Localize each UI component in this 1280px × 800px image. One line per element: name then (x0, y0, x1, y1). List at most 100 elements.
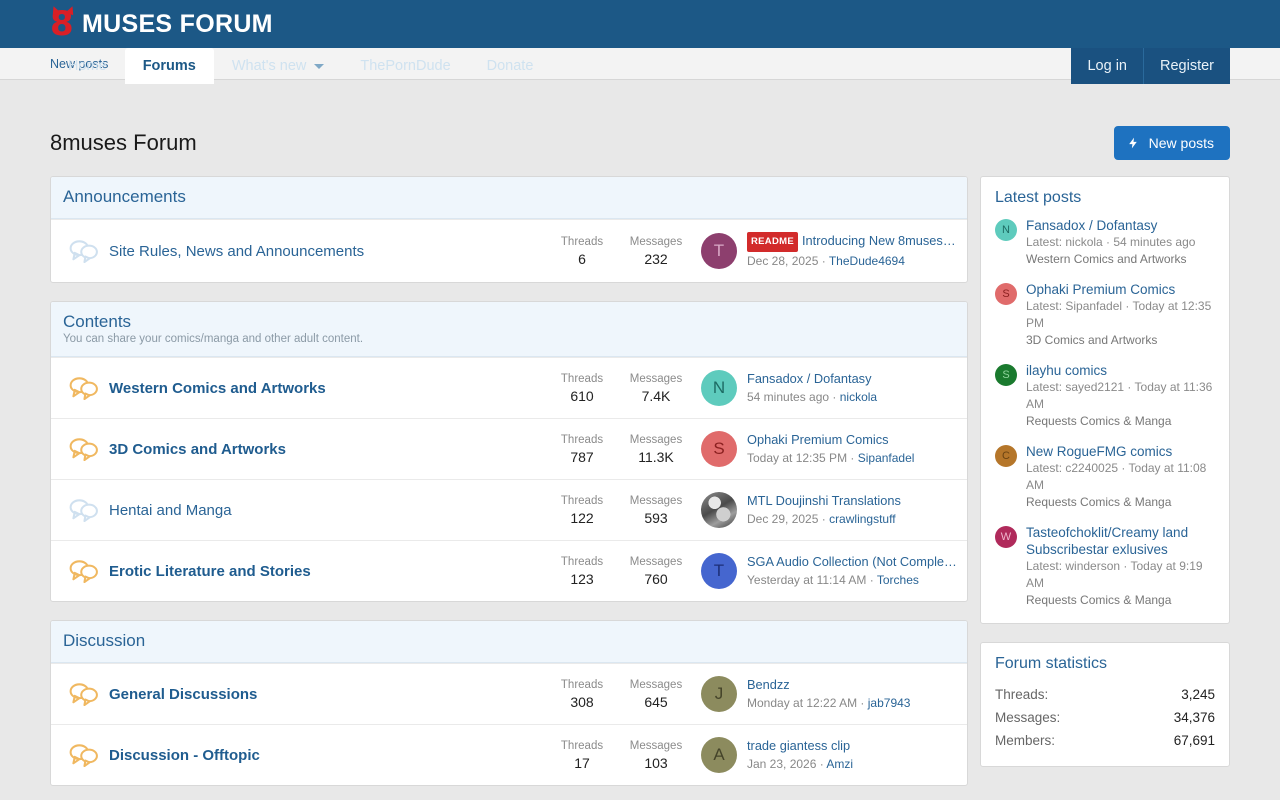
last-post-meta: Dec 28, 2025 · TheDude4694 (747, 254, 905, 268)
latest-post-forum: 3D Comics and Artworks (1026, 333, 1158, 347)
forum-row[interactable]: Hentai and Manga Threads 122 Messages 593 MTL… (51, 479, 967, 540)
forum-bubbles-icon (69, 438, 98, 461)
latest-post-title[interactable]: Ophaki Premium Comics (1026, 282, 1176, 297)
last-post-title-line[interactable]: Bendzz (747, 676, 957, 694)
site-logo[interactable]: 8 MUSES FORUM (49, 4, 273, 42)
nav-item-theporndude[interactable]: ThePornDude (342, 48, 468, 84)
avatar-initial: J (714, 684, 724, 703)
forum-row[interactable]: Western Comics and Artworks Threads 610 Mes… (51, 357, 967, 418)
messages-label: Messages (629, 555, 683, 568)
avatar[interactable]: T (701, 233, 737, 269)
latest-post-title[interactable]: Tasteofchoklit/Creamy land Subscribestar… (1026, 525, 1189, 557)
last-post-text: trade giantess clip Jan 23, 2026 · Amzi (747, 737, 957, 773)
last-post-user[interactable]: TheDude4694 (828, 254, 905, 268)
last-post-user[interactable]: Torches (876, 573, 919, 587)
nav-item-donate[interactable]: Donate (469, 48, 552, 84)
avatar[interactable]: T (701, 553, 737, 589)
forum-link[interactable]: Erotic Literature and Stories (109, 562, 311, 580)
last-post-user[interactable]: Amzi (826, 757, 854, 771)
register-button[interactable]: Register (1143, 48, 1230, 84)
avatar[interactable] (701, 492, 737, 528)
threads-label: Threads (560, 678, 604, 691)
threads-count: 6 (578, 250, 586, 267)
latest-post-item[interactable]: S Ophaki Premium Comics Latest: Sipanfadel… (995, 281, 1215, 349)
devil-eight-icon: 8 (49, 4, 78, 42)
forum-link[interactable]: Western Comics and Artworks (109, 379, 326, 397)
category-title: Announcements (63, 187, 186, 206)
latest-post-meta: Latest: c2240025 · Today at 11:08 AM (1026, 461, 1207, 492)
forum-link[interactable]: General Discussions (109, 685, 258, 703)
last-post-title-line[interactable]: trade giantess clip (747, 737, 957, 755)
latest-post-item[interactable]: N Fansadox / Dofantasy Latest: nickola · 5… (995, 217, 1215, 268)
avatar[interactable]: S (995, 364, 1017, 386)
avatar-initial: C (1002, 450, 1010, 462)
last-post-user[interactable]: nickola (839, 390, 878, 404)
last-post-date: Dec 28, 2025 (747, 254, 819, 268)
subnav-item-new-posts[interactable]: New posts (50, 56, 109, 71)
avatar[interactable]: S (701, 431, 737, 467)
avatar[interactable]: J (701, 676, 737, 712)
last-post-cell: S Ophaki Premium Comics Today at 12:35 PM … (693, 431, 957, 467)
messages-label: Messages (629, 235, 683, 248)
category-header: Contents You can share your comics/manga … (51, 302, 967, 357)
last-post-title-line[interactable]: Fansadox / Dofantasy (747, 370, 957, 388)
last-post-title[interactable]: Ophaki Premium Comics (747, 432, 889, 447)
forum-row[interactable]: Discussion - Offtopic Threads 17 Messages 10… (51, 724, 967, 785)
avatar[interactable]: N (995, 219, 1017, 241)
last-post-title[interactable]: Introducing New 8muses ... (801, 233, 957, 248)
avatar[interactable]: W (995, 526, 1017, 548)
statistic-row: Messages: 34,376 (995, 706, 1215, 729)
last-post-title[interactable]: SGA Audio Collection (Not Complet... (747, 554, 957, 569)
nav-item-label: ThePornDude (360, 58, 451, 74)
new-posts-button[interactable]: New posts (1113, 126, 1230, 160)
avatar-initial: N (712, 378, 726, 397)
last-post-title[interactable]: MTL Doujinshi Translations (747, 493, 901, 508)
forum-link[interactable]: Discussion - Offtopic (109, 746, 260, 764)
avatar[interactable]: N (701, 370, 737, 406)
last-post-user[interactable]: crawlingstuff (829, 512, 896, 526)
latest-post-title[interactable]: New RogueFMG comics (1026, 444, 1173, 459)
statistic-label: Members: (995, 733, 1056, 748)
avatar-initial: S (713, 439, 725, 458)
latest-post-title[interactable]: ilayhu comics (1026, 363, 1108, 378)
statistic-label: Messages: (995, 710, 1061, 725)
forum-link[interactable]: Hentai and Manga (109, 501, 232, 519)
last-post-title-line[interactable]: MTL Doujinshi Translations (747, 492, 957, 510)
threads-label: Threads (560, 235, 604, 248)
last-post-title[interactable]: Fansadox / Dofantasy (747, 371, 872, 386)
avatar[interactable]: S (995, 283, 1017, 305)
forum-link[interactable]: Site Rules, News and Announcements (109, 242, 365, 260)
last-post-title-line[interactable]: SGA Audio Collection (Not Complet... (747, 553, 957, 571)
messages-stat: Messages 760 (619, 555, 693, 588)
forum-row[interactable]: 3D Comics and Artworks Threads 787 Messages… (51, 418, 967, 479)
latest-post-item[interactable]: C New RogueFMG comics Latest: c2240025 · T… (995, 443, 1215, 511)
forum-row[interactable]: Erotic Literature and Stories Threads 123 M… (51, 540, 967, 601)
last-post-user[interactable]: Sipanfadel (857, 451, 915, 465)
auth-nav: Log in Register (1071, 48, 1230, 84)
messages-label: Messages (629, 433, 683, 446)
nav-item-forums[interactable]: Forums (124, 48, 214, 84)
nav-item-home[interactable]: Home (50, 48, 125, 84)
last-post-title-line[interactable]: README Introducing New 8muses ... (747, 232, 957, 252)
forum-icon (61, 437, 107, 461)
category-header: Discussion (51, 621, 967, 663)
latest-post-body: Fansadox / Dofantasy Latest: nickola · 54… (1026, 217, 1215, 268)
messages-count: 11.3K (638, 448, 674, 465)
forum-row[interactable]: General Discussions Threads 308 Messages 645… (51, 663, 967, 724)
avatar[interactable]: C (995, 445, 1017, 467)
last-post-user[interactable]: jab7943 (867, 696, 911, 710)
last-post-title[interactable]: trade giantess clip (747, 738, 851, 753)
forum-row[interactable]: Site Rules, News and Announcements Thread… (51, 219, 967, 282)
last-post-title[interactable]: Bendzz (747, 677, 790, 692)
log-in-button[interactable]: Log in (1071, 48, 1143, 84)
latest-post-title[interactable]: Fansadox / Dofantasy (1026, 218, 1158, 233)
forum-link[interactable]: 3D Comics and Artworks (109, 440, 286, 458)
threads-count: 123 (570, 570, 594, 587)
last-post-title-line[interactable]: Ophaki Premium Comics (747, 431, 957, 449)
latest-post-item[interactable]: W Tasteofchoklit/Creamy land Subscribesta… (995, 524, 1215, 609)
nav-item-label: Home (68, 58, 107, 74)
avatar[interactable]: A (701, 737, 737, 773)
threads-stat: Threads 6 (545, 235, 619, 268)
nav-item-what-s-new[interactable]: What's new (214, 48, 343, 84)
